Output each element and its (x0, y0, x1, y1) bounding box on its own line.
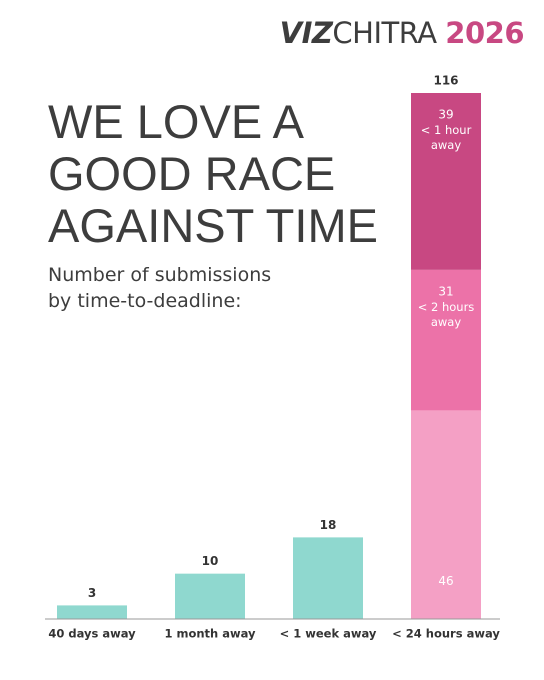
bar-segment (411, 269, 481, 411)
value-label: 116 (433, 74, 458, 88)
segment-value-label: 46 (438, 574, 453, 588)
segment-value-label: 31 (438, 284, 453, 298)
bar (293, 537, 363, 619)
title-line: AGAINST TIME (48, 199, 378, 252)
x-tick-label: 40 days away (48, 627, 136, 641)
value-label: 10 (202, 554, 219, 568)
chart-subtitle: Number of submissions by time-to-deadlin… (48, 264, 272, 312)
segment-value-label: 39 (438, 108, 453, 122)
bar-segment (411, 93, 481, 270)
x-tick-label: < 24 hours away (392, 627, 500, 641)
bar (175, 573, 245, 619)
value-label: 3 (88, 586, 96, 600)
segment-label: < 2 hours away (418, 299, 475, 328)
brand-year: 2026 (445, 16, 524, 50)
x-tick-label: 1 month away (164, 627, 256, 641)
title-line: GOOD RACE (48, 147, 336, 200)
brand-bold: VIZ (279, 16, 333, 50)
chart-title: WE LOVE A GOOD RACE AGAINST TIME (48, 96, 378, 252)
segment-label: < 1 hour away (421, 123, 472, 152)
bar-segment (411, 410, 481, 619)
bar (57, 605, 127, 619)
title-line: WE LOVE A (48, 95, 304, 148)
brand-logo: VIZCHITRA 2026 (279, 16, 525, 50)
x-tick-label: < 1 week away (280, 627, 377, 641)
brand-light: CHITRA (332, 16, 437, 50)
value-label: 18 (320, 518, 337, 532)
